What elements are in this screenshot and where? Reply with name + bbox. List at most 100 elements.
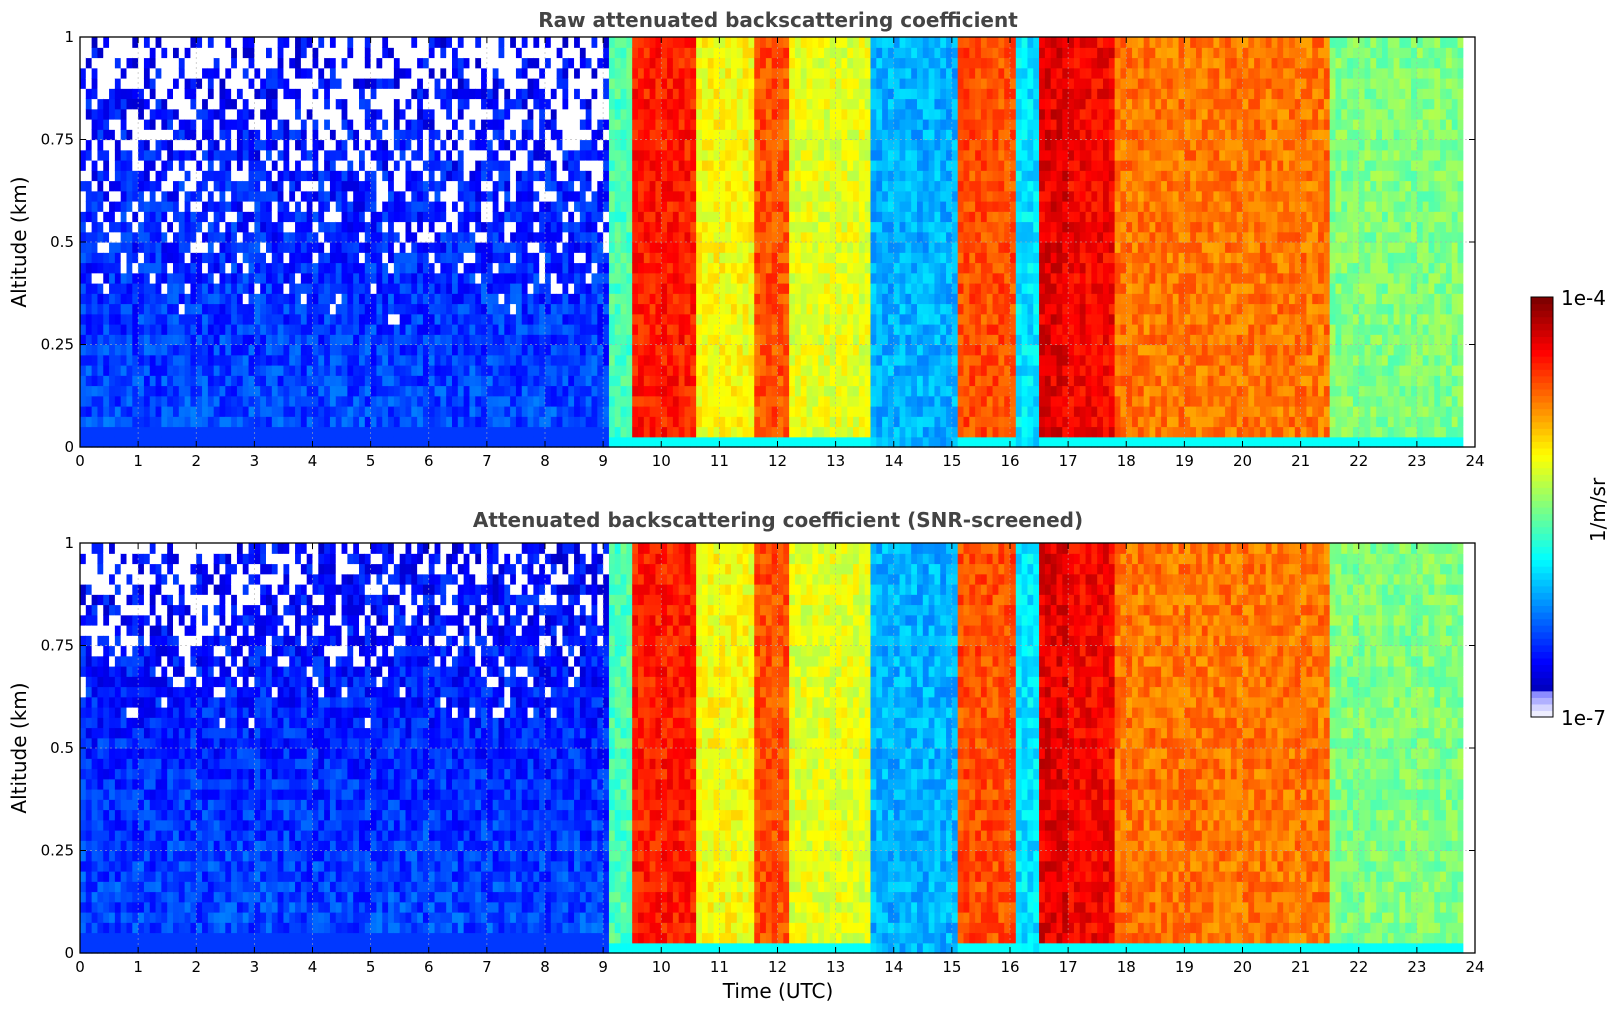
heatmap-cell: [603, 324, 609, 335]
heatmap-cell: [778, 375, 784, 386]
heatmap-cell: [778, 242, 784, 253]
heatmap-cell: [667, 88, 673, 99]
heatmap-cell: [626, 119, 632, 130]
heatmap-cell: [173, 345, 179, 356]
heatmap-cell: [156, 58, 162, 69]
heatmap-cell: [731, 37, 737, 48]
heatmap-cell: [109, 324, 115, 335]
heatmap-cell: [487, 283, 493, 294]
heatmap-cell: [336, 396, 342, 407]
heatmap-cell: [533, 129, 539, 140]
heatmap-cell: [789, 119, 795, 130]
heatmap-cell: [772, 88, 778, 99]
heatmap-cell: [731, 283, 737, 294]
heatmap-cell: [452, 78, 458, 89]
heatmap-cell: [92, 99, 98, 110]
heatmap-cell: [801, 416, 807, 427]
heatmap-cell: [80, 334, 86, 345]
heatmap-cell: [487, 345, 493, 356]
heatmap-cell: [493, 129, 499, 140]
heatmap-cell: [260, 283, 266, 294]
heatmap-cell: [249, 334, 255, 345]
heatmap-cell: [406, 78, 412, 89]
heatmap-cell: [220, 242, 226, 253]
heatmap-cell: [388, 334, 394, 345]
heatmap-cell: [458, 99, 464, 110]
heatmap-cell: [307, 150, 313, 161]
heatmap-cell: [347, 242, 353, 253]
heatmap-cell: [702, 304, 708, 315]
heatmap-cell: [342, 314, 348, 325]
heatmap-cell: [545, 99, 551, 110]
heatmap-cell: [522, 386, 528, 397]
heatmap-cell: [464, 129, 470, 140]
heatmap-cell: [655, 396, 661, 407]
heatmap-cell: [737, 99, 743, 110]
heatmap-cell: [202, 314, 208, 325]
heatmap-cell: [760, 304, 766, 315]
heatmap-cell: [609, 314, 615, 325]
heatmap-cell: [150, 427, 156, 438]
heatmap-cell: [754, 191, 760, 202]
heatmap-cell: [406, 47, 412, 58]
heatmap-cell: [475, 211, 481, 222]
heatmap-cell: [452, 129, 458, 140]
heatmap-cell: [127, 406, 133, 417]
heatmap-cell: [406, 58, 412, 69]
heatmap-cell: [562, 304, 568, 315]
heatmap-cell: [766, 68, 772, 79]
heatmap-cell: [690, 170, 696, 181]
heatmap-cell: [138, 88, 144, 99]
heatmap-cell: [499, 283, 505, 294]
heatmap-cell: [568, 109, 574, 120]
heatmap-cell: [632, 355, 638, 366]
heatmap-cell: [667, 293, 673, 304]
heatmap-cell: [429, 191, 435, 202]
heatmap-cell: [313, 119, 319, 130]
heatmap-cell: [324, 109, 330, 120]
heatmap-cell: [545, 58, 551, 69]
heatmap-cell: [109, 345, 115, 356]
heatmap-cell: [690, 78, 696, 89]
heatmap-cell: [632, 427, 638, 438]
heatmap-cell: [539, 365, 545, 376]
heatmap-cell: [621, 304, 627, 315]
heatmap-cell: [97, 242, 103, 253]
heatmap-cell: [231, 334, 237, 345]
heatmap-cell: [127, 252, 133, 263]
heatmap-cell: [452, 58, 458, 69]
heatmap-cell: [109, 304, 115, 315]
heatmap-cell: [493, 150, 499, 161]
heatmap-cell: [475, 406, 481, 417]
heatmap-cell: [685, 314, 691, 325]
heatmap-cell: [487, 273, 493, 284]
heatmap-cell: [737, 222, 743, 233]
heatmap-cell: [400, 437, 406, 448]
heatmap-cell: [650, 365, 656, 376]
heatmap-cell: [429, 201, 435, 212]
heatmap-cell: [272, 304, 278, 315]
heatmap-cell: [603, 129, 609, 140]
heatmap-cell: [690, 119, 696, 130]
heatmap-cell: [522, 201, 528, 212]
heatmap-cell: [225, 304, 231, 315]
heatmap-cell: [696, 58, 702, 69]
heatmap-cell: [516, 314, 522, 325]
heatmap-cell: [179, 416, 185, 427]
heatmap-cell: [376, 150, 382, 161]
heatmap-cell: [156, 365, 162, 376]
heatmap-cell: [173, 252, 179, 263]
heatmap-cell: [737, 437, 743, 448]
heatmap-cell: [388, 170, 394, 181]
heatmap-cell: [725, 334, 731, 345]
heatmap-cell: [260, 232, 266, 243]
heatmap-cell: [632, 78, 638, 89]
heatmap-cell: [743, 304, 749, 315]
heatmap-cell: [161, 242, 167, 253]
heatmap-cell: [144, 170, 150, 181]
heatmap-cell: [783, 170, 789, 181]
heatmap-cell: [655, 263, 661, 274]
heatmap-cell: [626, 345, 632, 356]
heatmap-cell: [347, 345, 353, 356]
heatmap-cell: [702, 293, 708, 304]
